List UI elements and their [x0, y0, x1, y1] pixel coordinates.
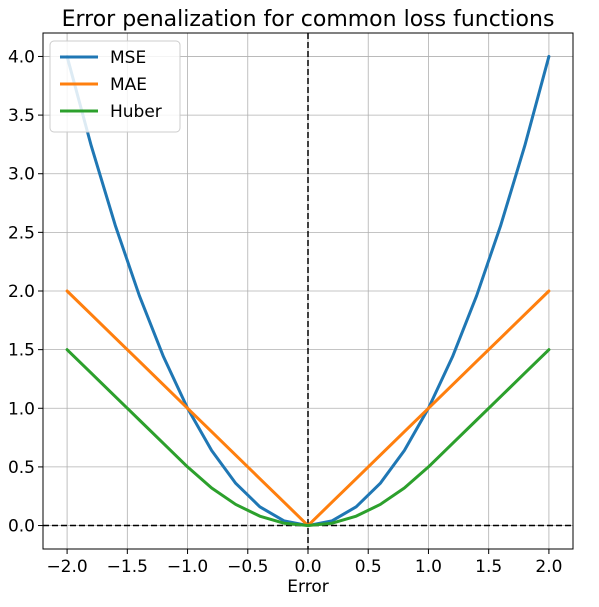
- y-tick-label: 1.5: [8, 341, 35, 361]
- y-tick-label: 1.0: [8, 399, 35, 419]
- x-tick-label: 1.5: [475, 557, 502, 577]
- legend-label: Huber: [110, 102, 162, 122]
- x-tick-label: −1.0: [167, 557, 208, 577]
- legend-label: MSE: [110, 48, 146, 68]
- chart-title: Error penalization for common loss funct…: [62, 7, 555, 32]
- y-tick-label: 2.0: [8, 282, 35, 302]
- y-tick-label: 3.0: [8, 165, 35, 185]
- x-tick-label: 2.0: [535, 557, 562, 577]
- x-tick-label: −2.0: [46, 557, 87, 577]
- y-tick-label: 3.5: [8, 106, 35, 126]
- y-tick-label: 0.0: [8, 517, 35, 537]
- legend-box: [49, 40, 181, 133]
- x-axis-label: Error: [287, 577, 328, 597]
- legend-label: MAE: [110, 75, 147, 95]
- y-tick-label: 0.5: [8, 458, 35, 478]
- ticks: −2.0 −1.5 −1.0 −0.5 0.0 0.5 1.0 1.5 2.0 0.0 0.5 1.0…: [8, 47, 562, 577]
- x-tick-label: 0.5: [355, 557, 382, 577]
- series-group: [65, 54, 551, 528]
- x-tick-label: −0.5: [227, 557, 268, 577]
- x-tick-label: 0.0: [294, 557, 321, 577]
- x-tick-label: −1.5: [107, 557, 148, 577]
- series-line-huber: [65, 348, 551, 528]
- y-tick-label: 2.5: [8, 223, 35, 243]
- x-tick-label: 1.0: [415, 557, 442, 577]
- legend: MSE MAE Huber: [49, 40, 181, 133]
- y-tick-label: 4.0: [8, 47, 35, 67]
